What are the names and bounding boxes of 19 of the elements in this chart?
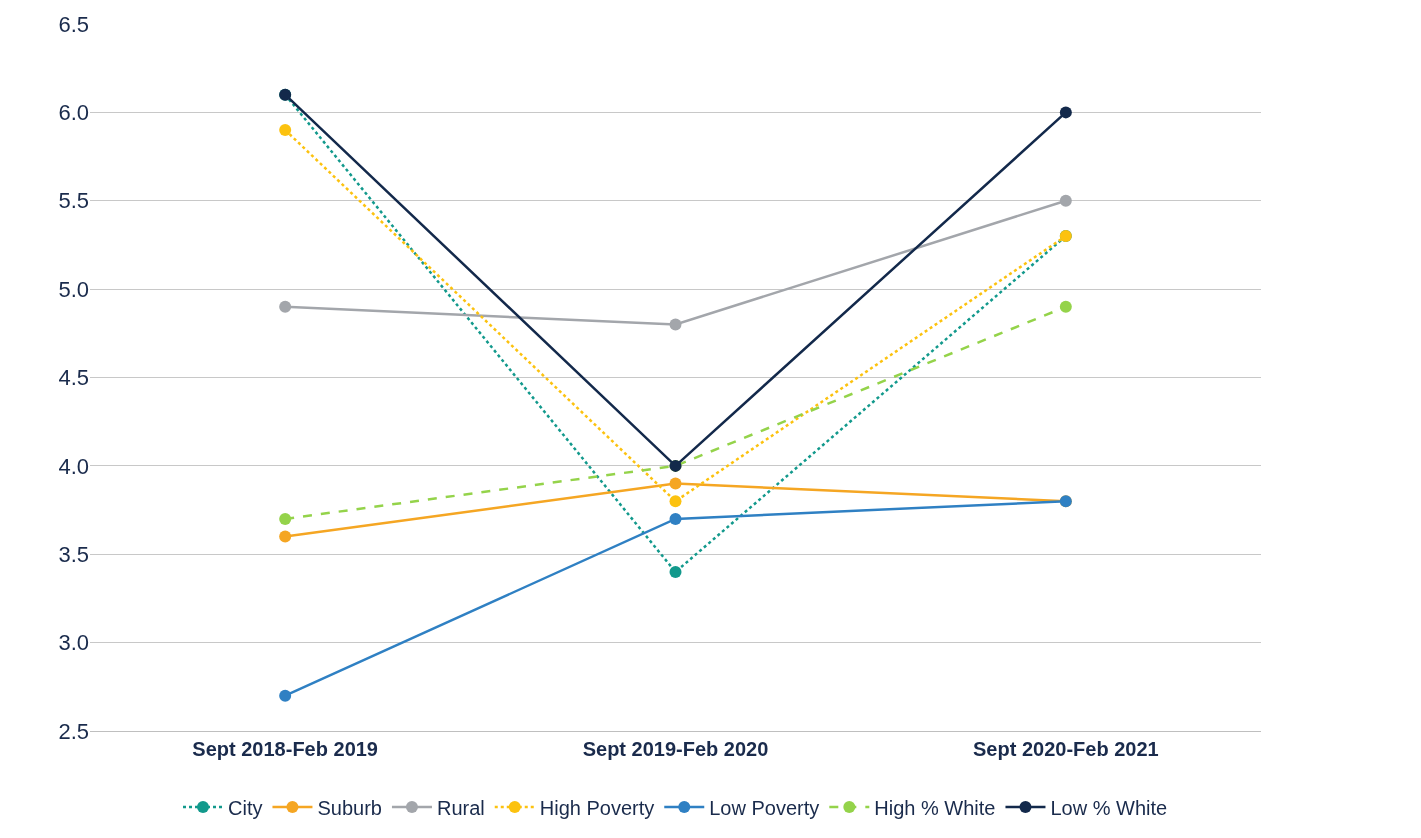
legend-label: Low % White [1050, 796, 1168, 819]
y-tick-label: 3.0 [58, 630, 89, 656]
y-tick-label: 3.5 [58, 541, 89, 567]
y-tick-label: 4.5 [58, 365, 89, 391]
x-tick-label: Sept 2018-Feb 2019 [192, 738, 378, 760]
legend-label: Suburb [317, 796, 382, 819]
y-tick-label: 2.5 [58, 718, 89, 744]
legend-label: High % White [874, 796, 996, 819]
y-tick-label: 6.0 [58, 100, 89, 126]
y-tick-label: 4.0 [58, 453, 89, 479]
y-tick-label: 5.5 [58, 188, 89, 214]
x-tick-label: Sept 2019-Feb 2020 [582, 738, 769, 760]
y-tick-label: 5.0 [58, 276, 89, 302]
legend-label: High Poverty [539, 796, 655, 819]
y-tick-label: 6.5 [58, 11, 89, 37]
legend-label: Low Poverty [709, 796, 820, 819]
legend-label: City [228, 796, 263, 819]
legend-label: Rural [436, 796, 485, 819]
x-tick-label: Sept 2020-Feb 2021 [973, 738, 1159, 760]
